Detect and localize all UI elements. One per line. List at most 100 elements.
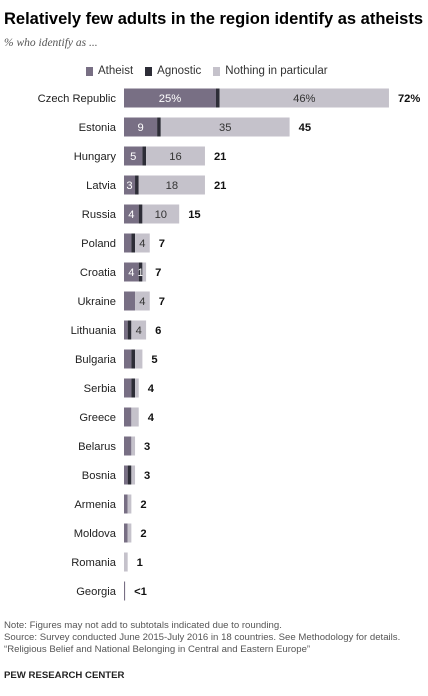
total-label-serbia: 4 (148, 383, 155, 395)
bar-nothing-hungary (146, 146, 205, 166)
total-label-estonia: 45 (299, 122, 311, 134)
bar-atheist-bosnia (124, 465, 128, 485)
bar-agnostic-lithuania (127, 320, 132, 340)
bar-atheist-georgia (124, 581, 126, 601)
bar-atheist-greece (124, 407, 132, 427)
bar-nothing-bulgaria (135, 349, 143, 369)
bar-atheist-armenia (124, 494, 128, 514)
category-label-czech-republic: Czech Republic (38, 93, 117, 105)
bar-atheist-russia (124, 204, 139, 224)
total-label-moldova: 2 (140, 528, 146, 540)
category-label-greece: Greece (79, 412, 116, 424)
category-label-lithuania: Lithuania (71, 325, 117, 337)
bar-atheist-bulgaria (124, 349, 132, 369)
bar-agnostic-czech-republic (216, 88, 220, 108)
chart-notes: Note: Figures may not add to subtotals i… (4, 620, 400, 657)
total-label-czech-republic: 72% (398, 93, 420, 105)
bar-nothing-poland (135, 233, 150, 253)
bar-nothing-serbia (135, 378, 139, 398)
total-label-greece: 4 (148, 412, 155, 424)
category-label-hungary: Hungary (74, 151, 117, 163)
bar-nothing-ukraine (135, 291, 150, 311)
category-label-moldova: Moldova (74, 528, 117, 540)
bar-nothing-armenia (127, 494, 132, 514)
category-label-croatia: Croatia (80, 267, 117, 279)
data-label-nothing-czech-republic: 46% (293, 93, 315, 105)
data-label-atheist-latvia: 3 (126, 180, 132, 192)
total-label-georgia: <1 (134, 586, 147, 598)
bar-nothing-estonia (160, 117, 290, 137)
total-label-belarus: 3 (144, 441, 150, 453)
bar-atheist-serbia (124, 378, 132, 398)
bar-agnostic-poland (131, 233, 136, 253)
legend-swatch-nothing (213, 66, 221, 76)
legend-swatch-agnostic (145, 66, 153, 76)
total-label-bulgaria: 5 (151, 354, 157, 366)
report-title-line: “Religious Belief and National Belonging… (4, 644, 311, 656)
category-label-russia: Russia (82, 209, 117, 221)
bar-atheist-belarus (124, 436, 132, 456)
category-label-bulgaria: Bulgaria (75, 354, 117, 366)
total-label-hungary: 21 (214, 151, 226, 163)
data-label-nothing-poland: 4 (139, 238, 145, 250)
bar-nothing-belarus (131, 436, 136, 456)
legend-item-atheist: Atheist (86, 65, 133, 77)
legend-label-nothing: Nothing in particular (225, 65, 328, 77)
stacked-bar-chart: Czech Republic 25% 46% 72%Estonia 9 35 45Hunga… (38, 88, 420, 601)
data-label-nothing-latvia: 18 (166, 180, 178, 192)
bar-atheist-hungary (124, 146, 143, 166)
total-label-latvia: 21 (214, 180, 226, 192)
bar-agnostic-bulgaria (131, 349, 136, 369)
bar-nothing-greece (131, 407, 139, 427)
data-label-atheist-russia: 4 (128, 209, 134, 221)
data-label-nothing-estonia: 35 (219, 122, 231, 134)
bar-agnostic-croatia (138, 262, 143, 282)
data-label-nothing-lithuania: 4 (136, 325, 142, 337)
data-label-nothing-ukraine: 4 (139, 296, 145, 308)
bar-atheist-czech-republic (124, 88, 216, 108)
category-label-romania: Romania (71, 557, 117, 569)
bar-nothing-latvia (138, 175, 205, 195)
footer-credit: PEW RESEARCH CENTER (4, 670, 125, 681)
category-label-serbia: Serbia (84, 383, 117, 395)
category-label-estonia: Estonia (79, 122, 117, 134)
total-label-croatia: 7 (155, 267, 161, 279)
chart-subtitle: % who identify as ... (4, 37, 98, 49)
bar-nothing-czech-republic (219, 88, 389, 108)
bar-nothing-moldova (127, 523, 132, 543)
data-label-agnostic-croatia: 1 (137, 267, 143, 279)
legend-item-agnostic: Agnostic (145, 65, 201, 77)
bar-atheist-poland (124, 233, 132, 253)
legend-label-atheist: Atheist (98, 65, 134, 77)
bar-atheist-latvia (124, 175, 136, 195)
total-label-romania: 1 (137, 557, 143, 569)
category-label-georgia: Georgia (76, 586, 117, 598)
bar-agnostic-hungary (142, 146, 147, 166)
data-label-atheist-hungary: 5 (130, 151, 136, 163)
total-label-poland: 7 (159, 238, 165, 250)
total-label-russia: 15 (188, 209, 200, 221)
data-label-nothing-hungary: 16 (169, 151, 181, 163)
bar-atheist-moldova (124, 523, 128, 543)
note-line: Note: Figures may not add to subtotals i… (4, 620, 282, 631)
bar-atheist-croatia (124, 262, 139, 282)
category-label-bosnia: Bosnia (82, 470, 117, 482)
data-label-atheist-croatia: 4 (128, 267, 134, 279)
bar-agnostic-latvia (135, 175, 139, 195)
bar-atheist-estonia (124, 117, 158, 137)
data-label-nothing-russia: 10 (155, 209, 167, 221)
total-label-bosnia: 3 (144, 470, 150, 482)
total-label-lithuania: 6 (155, 325, 161, 337)
category-label-ukraine: Ukraine (77, 296, 116, 308)
chart-title: Relatively few adults in the region iden… (4, 10, 424, 28)
bar-agnostic-bosnia (127, 465, 132, 485)
total-label-armenia: 2 (140, 499, 146, 511)
total-label-ukraine: 7 (159, 296, 165, 308)
legend-swatch-atheist (86, 66, 93, 76)
legend-label-agnostic: Agnostic (157, 65, 202, 77)
bar-nothing-romania (124, 552, 128, 572)
bar-agnostic-estonia (157, 117, 161, 137)
legend-item-nothing: Nothing in particular (213, 65, 328, 77)
category-label-armenia: Armenia (74, 499, 116, 511)
bar-nothing-croatia (142, 262, 147, 282)
